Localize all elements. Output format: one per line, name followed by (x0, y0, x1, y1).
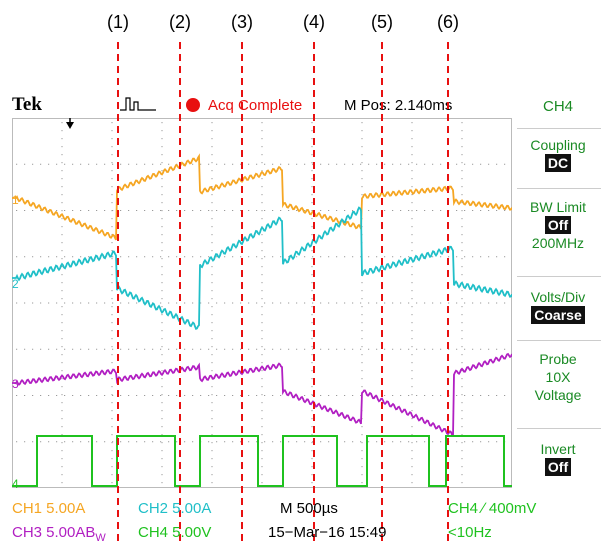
menu-title: CH4 (542, 98, 573, 115)
marker-label-1: (1) (107, 12, 129, 32)
acquisition-status-icon (186, 98, 200, 112)
ch1-scale: CH1 5.00A (12, 500, 86, 517)
ch3-ground-marker: 3 (12, 377, 19, 391)
horizontal-position: M Pos: 2.140ms (344, 97, 453, 114)
invert-label: Invert (540, 441, 576, 457)
ch3-bw-indicator: W (95, 532, 106, 544)
ch3-waveform (12, 352, 512, 438)
ch2-waveform (12, 206, 512, 330)
ch4-ground-marker: 4 (12, 477, 19, 488)
marker-label-2: (2) (169, 12, 191, 32)
coupling-button[interactable]: Coupling DC (513, 136, 603, 172)
ch3-scale-text: CH3 5.00AB (12, 524, 96, 541)
marker-label-5: (5) (371, 12, 393, 32)
marker-label-3: (3) (231, 12, 253, 32)
invert-button[interactable]: Invert Off (513, 440, 603, 476)
coupling-value: DC (544, 154, 572, 172)
trigger-readout: CH4 ∕ 400mV (448, 500, 537, 517)
bw-limit-value: Off (544, 216, 572, 234)
graticule-grid (12, 118, 512, 488)
scope-status-bar: Tek Acq Complete M Pos: 2.140ms (12, 92, 512, 118)
ch4-scale: CH4 5.00V (138, 524, 212, 541)
probe-attenuation: 10X (545, 369, 571, 385)
ch3-scale: CH3 5.00ABW (12, 524, 106, 544)
ch2-scale: CH2 5.00A (138, 500, 212, 517)
trigger-position-icon (66, 122, 74, 129)
trigger-frequency: <10Hz (448, 524, 492, 541)
probe-button[interactable]: Probe 10X Voltage (513, 350, 603, 404)
waveform-display: 1 2 3 4 (12, 118, 512, 488)
channel-side-menu: CH4 Coupling DC BW Limit Off 200MHz Volt… (513, 92, 603, 534)
volts-div-value: Coarse (531, 306, 585, 324)
coupling-label: Coupling (530, 137, 586, 153)
ch2-ground-marker: 2 (12, 277, 19, 291)
volts-div-label: Volts/Div (530, 289, 586, 305)
bw-limit-button[interactable]: BW Limit Off 200MHz (513, 198, 603, 252)
ch1-waveform (12, 153, 512, 241)
marker-label-4: (4) (303, 12, 325, 32)
invert-value: Off (544, 458, 572, 476)
volts-div-button[interactable]: Volts/Div Coarse (513, 288, 603, 324)
marker-label-6: (6) (437, 12, 459, 32)
timebase: M 500µs (280, 500, 338, 517)
bw-limit-frequency: 200MHz (531, 235, 585, 251)
bw-limit-label: BW Limit (530, 199, 586, 215)
ch4-waveform (12, 435, 512, 487)
probe-type: Voltage (534, 387, 582, 403)
brand-logo: Tek (12, 94, 42, 115)
ch1-ground-marker: 1 (12, 193, 19, 207)
acquisition-status: Acq Complete (208, 97, 303, 114)
acquisition-mode-icon (120, 97, 156, 111)
probe-label: Probe (539, 351, 577, 367)
date-time: 15−Mar−16 15:49 (268, 524, 387, 541)
